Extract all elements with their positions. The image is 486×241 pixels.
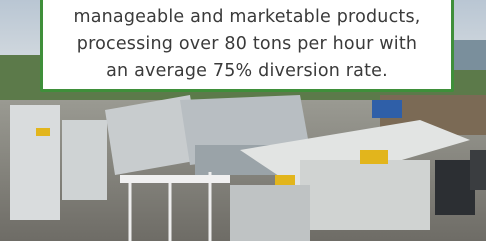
blue-container (372, 100, 402, 118)
caption-box: manageable and marketable products, proc… (40, 0, 454, 92)
caption-line: manageable and marketable products, (73, 4, 420, 31)
screenshot: manageable and marketable products, proc… (0, 0, 486, 241)
caption-line: processing over 80 tons per hour with (77, 31, 417, 58)
caption-line: an average 75% diversion rate. (106, 58, 388, 85)
